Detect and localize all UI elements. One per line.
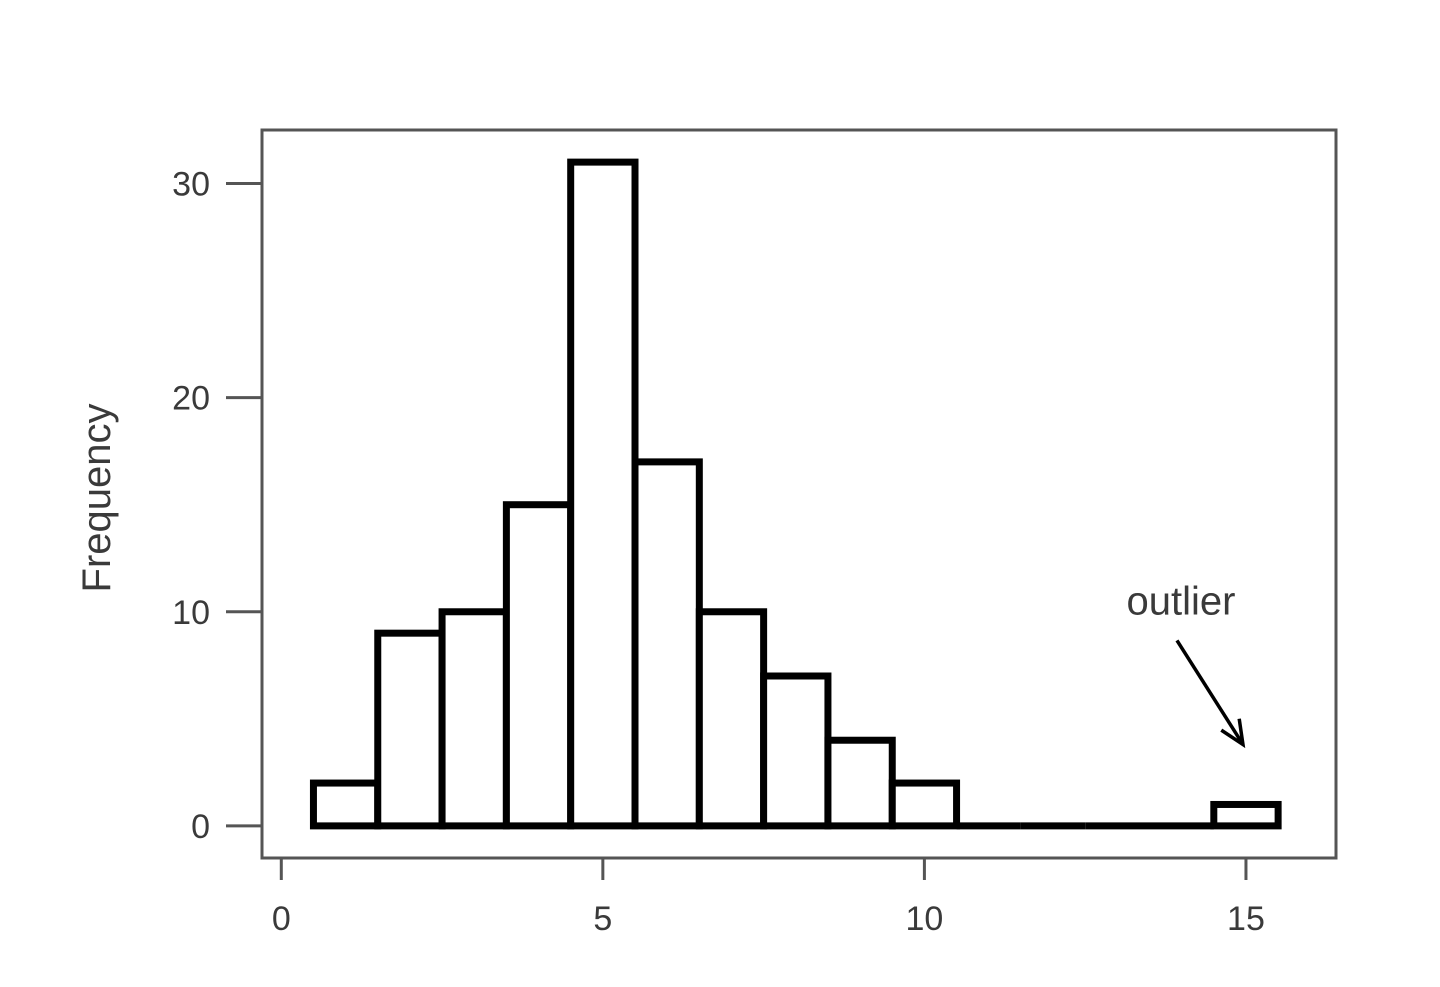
annotation-layer: outlier xyxy=(1126,579,1246,749)
x-tick-label: 15 xyxy=(1227,900,1265,938)
plot-frame xyxy=(260,128,1338,860)
annotation-label: outlier xyxy=(1126,579,1235,623)
histogram-bar xyxy=(631,458,703,830)
x-tick-label: 10 xyxy=(905,900,943,938)
y-tick-label: 30 xyxy=(172,166,210,204)
annotation-arrow-head xyxy=(1220,718,1246,749)
histogram-bar xyxy=(824,736,896,830)
y-tick-label: 0 xyxy=(191,808,210,846)
y-axis-label: Frequency xyxy=(75,404,119,593)
x-tick-label: 0 xyxy=(272,900,291,938)
histogram-bar xyxy=(1210,800,1282,830)
histogram-bar xyxy=(567,158,639,830)
histogram-bar xyxy=(502,501,575,830)
y-tick-label: 10 xyxy=(172,594,210,632)
x-tick-label: 5 xyxy=(593,900,612,938)
annotation-arrow-shaft xyxy=(1175,639,1245,746)
histogram-bar xyxy=(695,608,768,830)
histogram-bar xyxy=(760,672,832,830)
y-axis: 0 10 20 30 xyxy=(172,166,262,846)
histogram-bar xyxy=(888,779,961,830)
histogram-bar xyxy=(309,779,382,830)
y-tick-label: 20 xyxy=(172,380,210,418)
histogram-bar xyxy=(438,608,510,830)
histogram-bar xyxy=(374,629,446,830)
bars-layer xyxy=(309,158,1282,830)
x-axis: 0 5 10 15 xyxy=(272,858,1265,938)
